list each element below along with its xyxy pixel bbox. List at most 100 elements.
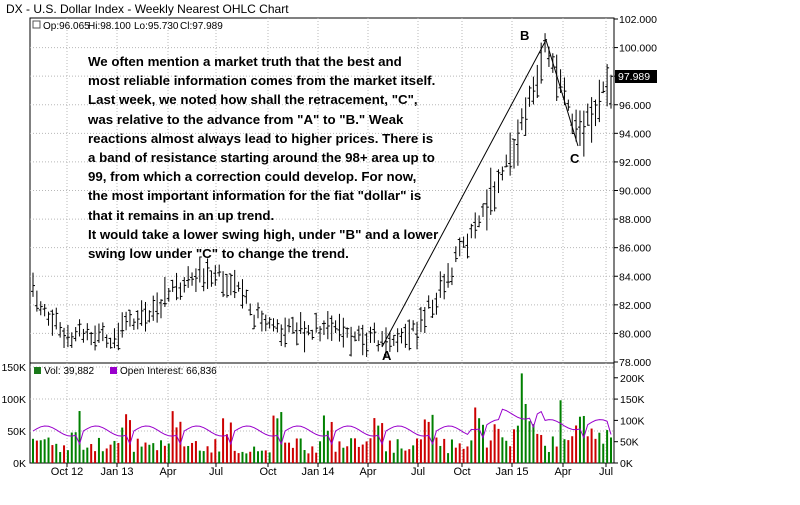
ohlc-bar [298,312,303,335]
volume-bar [311,446,314,463]
price-axis: 78.000 80.000 82.000 84.000 86.000 88.000 90.0… [614,14,657,369]
volume-bar [152,443,155,463]
volume-bar [575,425,578,463]
ohlc-bar [430,299,435,318]
volume-axis-left: 0K 50K 100K 150K [1,362,26,470]
ohlc-bar [221,271,226,298]
oi-legend-swatch [110,367,117,374]
price-tick-label: 86.000 [619,243,651,255]
volume-bar [357,446,360,463]
volume-bar [412,445,415,463]
volume-bar [497,428,500,463]
volume-bar [245,453,248,463]
last-price-label: 97.989 [618,71,650,83]
ohlc-bar [480,203,485,217]
time-tick-label: Oct [453,466,470,478]
ohlc-bar [263,314,268,332]
time-tick-label: Jan 15 [495,466,528,478]
ohlc-bar [147,310,152,323]
volume-bar [350,438,353,463]
ohlc-bar [275,319,280,333]
ohlc-bar [333,320,338,333]
volume-bar [101,451,104,463]
volume-bar [288,442,291,463]
volume-bar [396,439,399,463]
volume-bar [544,445,547,463]
volume-bar [214,439,217,463]
volume-bar [222,418,225,463]
ohlc-bar [135,310,140,330]
volume-bar [253,446,256,463]
volume-bar [94,451,97,463]
ohlc-bar [399,328,404,344]
oi-tick-label: 200K [620,373,645,385]
ohlc-bar [42,304,47,317]
volume-bar [404,450,407,463]
price-tick-label: 82.000 [619,300,651,312]
volume-bar [55,443,58,463]
volume-bar [578,416,581,463]
volume-bar [198,450,201,463]
ohlc-bar [73,327,78,342]
volume-bar [35,440,38,463]
annotation-line: that it remains in an up trend. [88,207,275,223]
volume-bar [86,447,89,463]
volume-bar [187,445,190,463]
volume-bar [276,418,279,463]
volume-bar [501,437,504,463]
ohlc-bar [442,273,447,300]
ohlc-bar [65,324,70,348]
volume-bar [408,449,411,463]
volume-bar [148,444,151,463]
ohlc-bar [116,322,121,351]
trendline-a-b [381,39,547,348]
volume-bar [524,403,527,463]
ohlc-bar [186,266,191,288]
ohlc-bar [531,76,536,105]
ohlc-bar [535,64,540,98]
volume-bar [256,451,259,463]
volume-bar [493,424,496,463]
volume-bar [260,450,263,463]
ohlc-bar [190,272,195,286]
ohlc-bar [597,79,602,123]
annotation-line: reactions almost always lead to higher p… [88,130,434,146]
volume-bar [431,414,434,463]
ohlc-bar [418,306,423,333]
ohlc-bar [162,276,167,307]
volume-bar [191,442,194,463]
volume-bar [307,453,310,463]
ohlc-bar [143,301,148,332]
volume-bar [97,437,100,463]
ohlc-bar [127,309,132,327]
ohlc-bar [352,331,357,342]
volume-bar [105,448,108,463]
volume-bar [478,418,481,463]
price-tick-label: 92.000 [619,157,651,169]
time-tick-label: Apr [359,466,376,478]
open-interest-line [32,408,612,446]
ohlc-bar [174,272,179,301]
ohlc-bar [527,85,532,107]
chart-title: DX - U.S. Dollar Index - Weekly Nearest … [6,2,289,16]
ohlc-bar [100,322,105,342]
readout-high: Hi:98.100 [88,21,131,32]
ohlc-bar [287,318,292,333]
volume-bar [505,440,508,463]
volume-bar [51,445,54,463]
ohlc-bar [205,258,210,289]
volume-bar [280,412,283,463]
volume-bar [121,427,124,463]
ohlc-bar [395,328,400,353]
volume-bar [32,438,34,463]
ohlc-bar [449,267,454,286]
ohlc-bar [461,236,466,248]
ohlc-bar [457,237,462,257]
volume-bar [443,438,446,463]
volume-bar [47,437,50,463]
ohlc-bar [267,317,272,329]
ohlc-bar [201,268,206,292]
volume-bar [140,446,143,463]
annotation-line: swing low under "C" to change the trend. [88,246,349,262]
